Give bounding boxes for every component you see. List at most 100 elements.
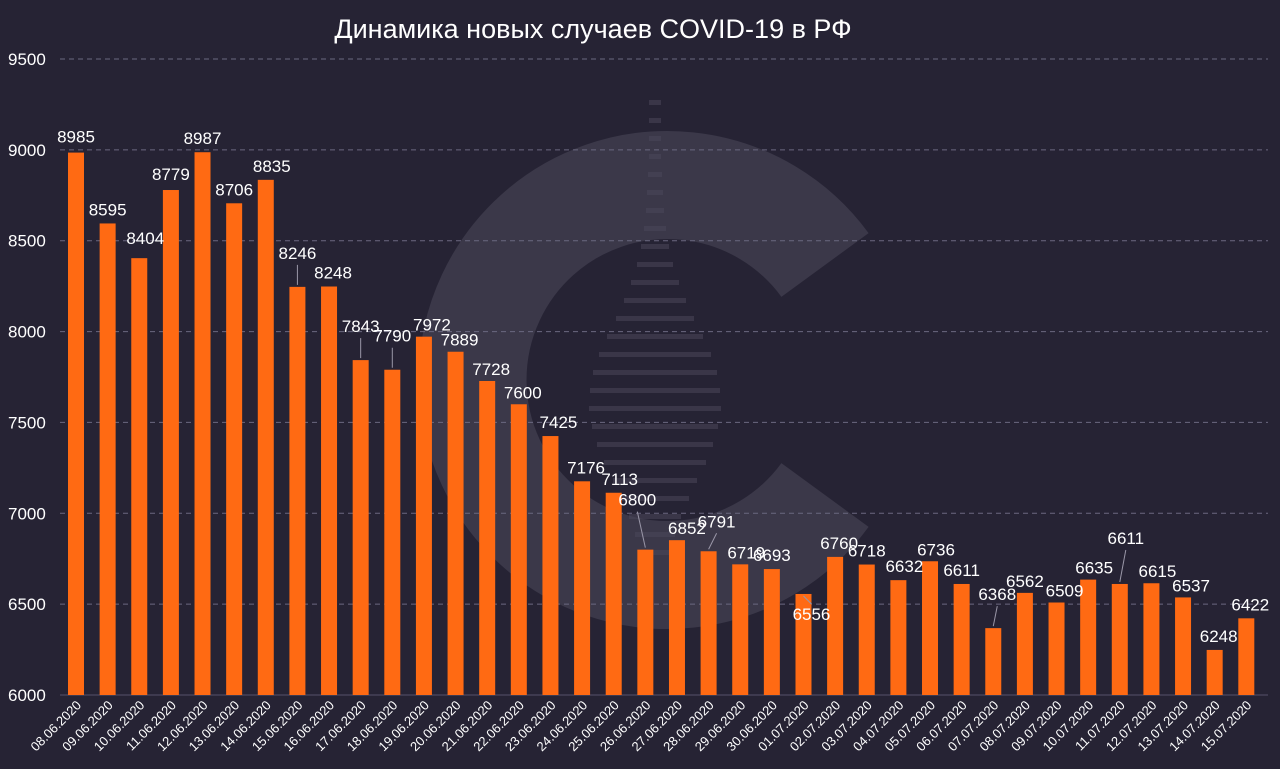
bar [763, 569, 780, 695]
data-label: 7790 [373, 327, 411, 346]
watermark-wave-line [647, 190, 663, 195]
chart-title: Динамика новых случаев COVID-19 в РФ [334, 14, 851, 44]
data-label: 6635 [1075, 559, 1113, 578]
bar [953, 583, 970, 695]
data-label: 8706 [215, 180, 253, 199]
watermark-wave-line [597, 442, 713, 447]
watermark-wave-line [613, 478, 697, 483]
label-leader [708, 533, 718, 550]
data-label: 7889 [441, 331, 479, 350]
watermark-wave-line [641, 244, 669, 249]
data-label: 7843 [342, 317, 380, 336]
watermark-wave-line [599, 352, 711, 357]
data-label: 6368 [978, 585, 1016, 604]
data-label: 6615 [1139, 562, 1177, 581]
data-label: 8835 [253, 157, 291, 176]
data-label: 6611 [943, 561, 980, 580]
watermark-arc [418, 131, 869, 629]
watermark-wave-line [590, 388, 720, 393]
x-axis-ticks: 08.06.202009.06.202010.06.202011.06.2020… [27, 698, 1254, 755]
data-label: 7728 [472, 360, 510, 379]
data-label: 6760 [820, 534, 858, 553]
watermark-wave-line [648, 172, 662, 177]
bars [68, 152, 1255, 696]
watermark-wave-line [649, 136, 661, 141]
data-label: 6556 [793, 605, 831, 624]
watermark-wave-line [616, 316, 694, 321]
data-label: 7113 [601, 470, 638, 489]
bar [479, 380, 496, 695]
data-label: 6852 [668, 519, 706, 538]
watermark-wave-line [592, 424, 718, 429]
y-tick-label: 8000 [8, 323, 46, 342]
watermark-wave-line [621, 496, 689, 501]
data-label: 6611 [1108, 529, 1145, 548]
data-label: 8248 [314, 264, 352, 283]
watermark-wave-line [637, 262, 673, 267]
bar [289, 286, 306, 695]
bar [858, 564, 875, 695]
bar [1111, 583, 1128, 695]
data-label: 6791 [698, 512, 736, 531]
y-tick-label: 8500 [8, 232, 46, 251]
watermark-wave-line [589, 406, 721, 411]
bar [321, 286, 338, 695]
watermark-wave-line [646, 208, 664, 213]
bar [1080, 579, 1097, 695]
data-label: 8985 [57, 128, 95, 147]
data-label: 6800 [618, 491, 656, 510]
watermark-wave-line [624, 298, 686, 303]
bar [1175, 597, 1192, 695]
y-tick-label: 9000 [8, 141, 46, 160]
bar [226, 203, 243, 696]
watermark-logo [418, 100, 869, 629]
data-label: 6719 [727, 543, 765, 562]
bar [827, 556, 844, 695]
watermark-wave-line [593, 370, 717, 375]
y-tick-label: 6500 [8, 595, 46, 614]
bar [99, 223, 116, 696]
bar [68, 152, 84, 695]
bar [194, 152, 211, 695]
bar [985, 628, 1002, 695]
watermark-wave-line [604, 460, 706, 465]
watermark-wave-line [644, 226, 666, 231]
data-label: 7972 [413, 316, 451, 335]
bar [162, 190, 179, 696]
watermark-wave-line [635, 532, 675, 537]
data-label: 8246 [278, 244, 316, 263]
bar [700, 551, 717, 695]
watermark-wave-line [631, 280, 679, 285]
label-leader [636, 511, 646, 548]
data-label: 6693 [753, 546, 791, 565]
bar [384, 369, 401, 695]
watermark-wave-line [649, 118, 661, 123]
data-label: 8404 [126, 229, 164, 248]
data-label: 6537 [1172, 576, 1210, 595]
data-label: 6718 [848, 542, 886, 561]
bar [1206, 649, 1223, 695]
bar [637, 549, 654, 695]
bar [1048, 602, 1065, 695]
watermark-wave-line [640, 550, 670, 555]
data-label: 6632 [885, 557, 923, 576]
label-leader [992, 606, 998, 627]
bar [795, 593, 812, 695]
bar [1238, 618, 1255, 695]
data-label: 6736 [917, 540, 955, 559]
watermark-wave-line [629, 514, 681, 519]
data-label: 8987 [184, 129, 222, 148]
watermark-wave-line [649, 154, 661, 159]
y-tick-label: 6000 [8, 686, 46, 705]
y-tick-label: 7000 [8, 504, 46, 523]
label-leader [803, 595, 812, 605]
label-leader [1119, 549, 1127, 583]
y-tick-label: 9500 [8, 50, 46, 69]
bar [574, 481, 591, 695]
bar [257, 179, 274, 696]
data-label: 6248 [1200, 627, 1238, 646]
data-label: 8779 [152, 165, 190, 184]
